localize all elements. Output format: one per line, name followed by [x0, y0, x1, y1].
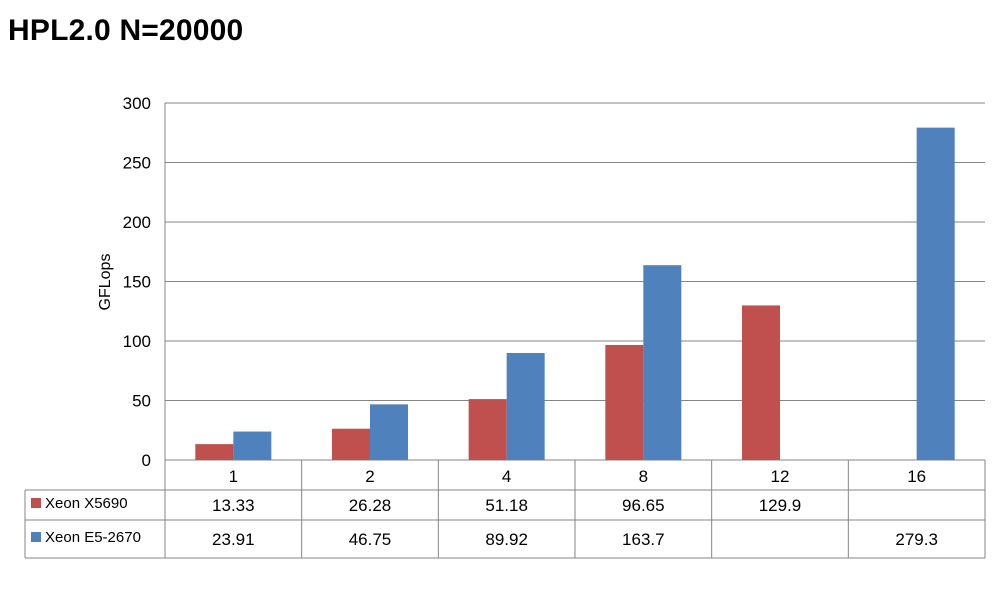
y-tick-label: 100 — [123, 332, 151, 351]
data-table-cell: 51.18 — [485, 496, 528, 515]
data-table-cell: 163.7 — [622, 530, 665, 549]
legend-label: Xeon E5-2670 — [45, 529, 141, 546]
bar-xeon-e5-2670-8 — [643, 265, 682, 460]
bar-xeon-x5690-12 — [742, 305, 780, 460]
y-tick-label: 0 — [142, 451, 151, 470]
data-table-cell: 129.9 — [759, 496, 802, 515]
y-tick-label: 300 — [123, 94, 151, 113]
data-table-cell: 89.92 — [485, 530, 528, 549]
y-axis-label: GFLops — [97, 254, 114, 311]
legend-swatch — [31, 532, 41, 542]
legend-swatch — [31, 498, 41, 508]
y-tick-label: 250 — [123, 154, 151, 173]
y-tick-label: 50 — [132, 392, 151, 411]
bar-xeon-x5690-1 — [195, 444, 234, 460]
y-tick-label: 150 — [123, 273, 151, 292]
data-table-cell: 23.91 — [212, 530, 255, 549]
data-table-cell: 13.33 — [212, 496, 255, 515]
x-tick-label: 4 — [502, 467, 511, 486]
x-tick-label: 16 — [907, 467, 926, 486]
data-table-cell: 96.65 — [622, 496, 665, 515]
x-tick-label: 12 — [771, 467, 790, 486]
bar-xeon-e5-2670-16 — [916, 127, 955, 461]
bar-xeon-e5-2670-4 — [506, 352, 545, 460]
y-tick-label: 200 — [123, 213, 151, 232]
bar-xeon-x5690-2 — [332, 428, 370, 460]
x-tick-label: 1 — [229, 467, 238, 486]
x-tick-label: 2 — [365, 467, 374, 486]
data-table-cell: 46.75 — [349, 530, 392, 549]
bar-xeon-x5690-8 — [605, 344, 644, 460]
legend-label: Xeon X5690 — [45, 495, 128, 512]
data-table-cell: 279.3 — [895, 530, 938, 549]
chart-title: HPL2.0 N=20000 — [8, 14, 244, 47]
bar-xeon-x5690-4 — [468, 399, 507, 460]
x-tick-label: 8 — [639, 467, 648, 486]
bar-xeon-e5-2670-1 — [233, 431, 272, 460]
bar-xeon-e5-2670-2 — [370, 404, 408, 460]
data-table-cell: 26.28 — [349, 496, 392, 515]
